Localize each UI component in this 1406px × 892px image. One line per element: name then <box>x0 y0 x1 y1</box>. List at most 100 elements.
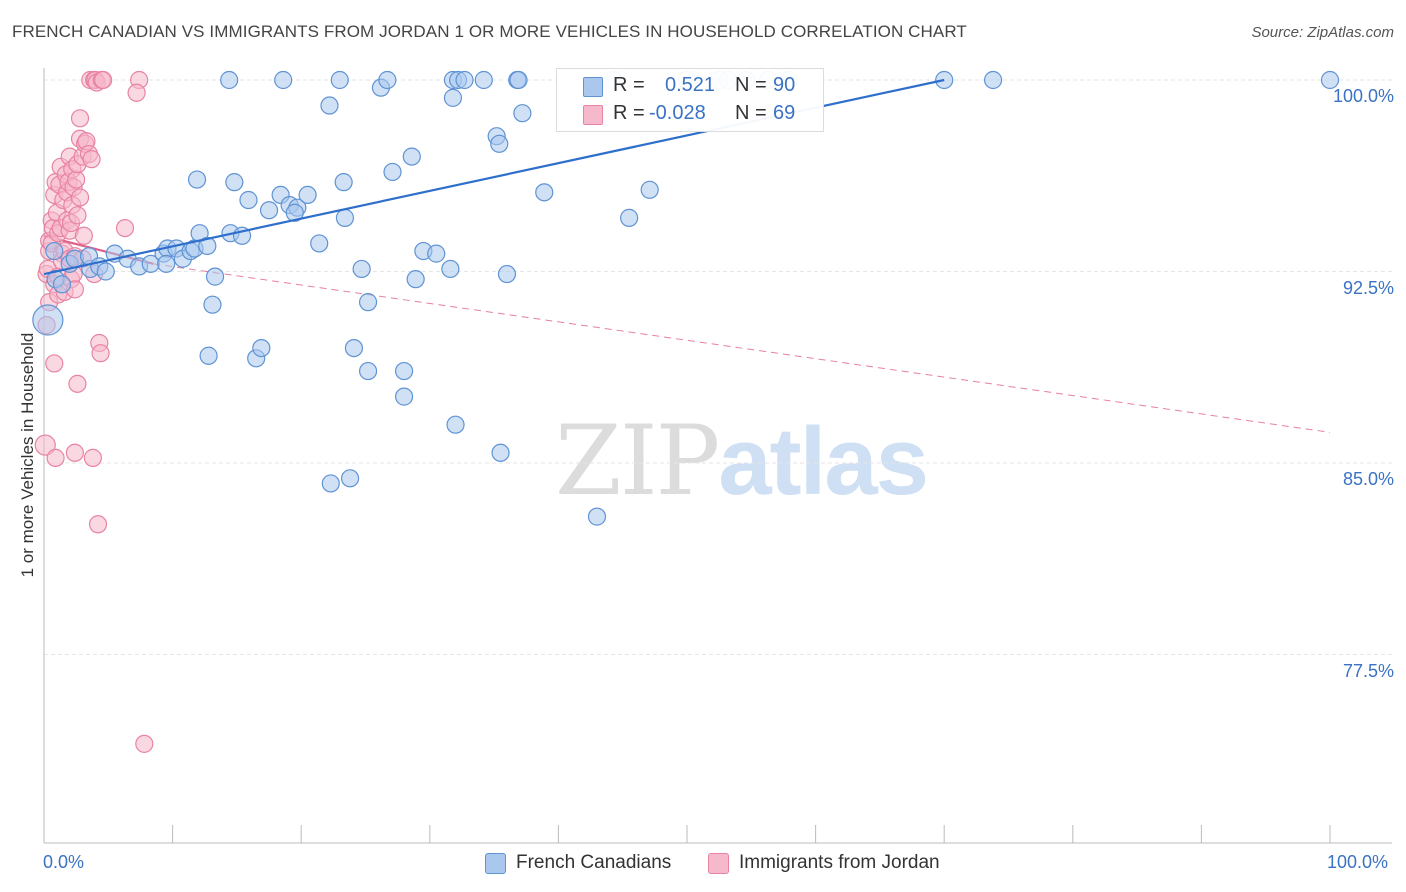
x-tick-label-100: 100.0% <box>1327 852 1389 872</box>
data-point <box>70 109 90 128</box>
y-tick-label-77-5: 77.5% <box>1342 660 1394 681</box>
data-point <box>383 162 402 182</box>
data-point <box>394 387 414 406</box>
data-point <box>983 70 1003 90</box>
data-point <box>344 339 364 358</box>
chart-title: FRENCH CANADIAN VS IMMIGRANTS FROM JORDA… <box>12 22 967 41</box>
axes <box>43 68 1392 844</box>
data-point <box>491 443 510 462</box>
data-point <box>32 304 64 336</box>
data-point <box>127 83 146 102</box>
data-point <box>94 70 113 90</box>
data-point <box>34 434 56 456</box>
data-point <box>358 361 378 381</box>
data-point <box>285 203 304 222</box>
legend-n-label: N = <box>735 74 767 96</box>
data-point <box>203 295 222 314</box>
data-point <box>46 448 65 467</box>
data-point <box>88 515 108 534</box>
data-point <box>187 170 207 189</box>
data-point <box>96 262 115 281</box>
source-label: Source: ZipAtlas.com <box>1251 24 1394 41</box>
data-point <box>497 264 517 284</box>
data-point <box>490 134 509 153</box>
data-point <box>74 226 93 245</box>
data-point <box>378 70 397 90</box>
data-point <box>334 173 353 192</box>
data-point <box>198 236 217 256</box>
trend-lines-jordan <box>43 234 1331 433</box>
legend-label: French Canadians <box>516 852 672 873</box>
y-tick-label-100: 100.0% <box>1332 86 1394 106</box>
data-point <box>402 147 421 166</box>
legend-n-value: 69 <box>773 102 796 124</box>
legend-swatch-pink <box>583 105 603 125</box>
data-point <box>68 374 87 393</box>
points-french-canadians <box>32 70 1340 526</box>
data-point <box>406 270 425 289</box>
data-point <box>320 96 339 115</box>
data-point <box>427 244 446 263</box>
data-point <box>509 70 528 90</box>
data-point <box>394 361 414 381</box>
data-point <box>67 170 86 189</box>
legend-r-label: R = <box>613 74 645 96</box>
legend-r-value: -0.028 <box>649 102 706 124</box>
watermark: ZIPatlas <box>555 405 929 517</box>
watermark-zip: ZIP <box>555 405 720 517</box>
data-point <box>330 70 349 90</box>
data-point <box>321 474 340 493</box>
legend-row-jordan: R = -0.028 N = 69 <box>557 100 823 128</box>
data-point <box>52 275 72 294</box>
legend-swatch-blue <box>583 77 603 97</box>
data-point <box>441 259 460 279</box>
data-point <box>205 267 225 286</box>
data-point <box>340 469 360 488</box>
grid-lines <box>44 79 1392 655</box>
y-tick-label-92-5: 92.5% <box>1342 277 1394 298</box>
y-tick-label-85: 85.0% <box>1342 469 1394 489</box>
data-point <box>135 734 154 753</box>
data-point <box>352 259 371 279</box>
data-point <box>310 234 329 253</box>
data-point <box>455 70 474 90</box>
data-point <box>259 201 279 220</box>
data-point <box>535 183 554 202</box>
data-point <box>474 70 493 90</box>
data-point <box>298 185 317 204</box>
legend-swatch-blue <box>485 853 506 874</box>
legend-r-label: R = <box>613 102 645 124</box>
data-point <box>443 88 463 107</box>
data-point <box>91 344 110 363</box>
data-point <box>513 104 532 123</box>
correlation-legend: R = 0.521 N = 90 R = -0.028 N = 69 <box>556 68 824 132</box>
data-point <box>274 70 293 90</box>
data-point <box>115 218 135 238</box>
trend-line-pink-dashed <box>153 263 1331 433</box>
x-tick-label-0: 0.0% <box>43 852 85 872</box>
legend-label: Immigrants from Jordan <box>739 852 940 873</box>
data-point <box>358 293 378 312</box>
data-point <box>83 448 102 467</box>
data-point <box>587 507 607 526</box>
legend-row-french-canadians: R = 0.521 N = 90 <box>557 72 823 100</box>
legend-n-value: 90 <box>773 74 796 96</box>
legend-swatch-pink <box>708 853 729 874</box>
data-point <box>157 254 176 273</box>
watermark-atlas: atlas <box>718 408 929 515</box>
data-point <box>45 241 64 261</box>
data-point <box>68 206 87 225</box>
data-point <box>335 208 355 227</box>
data-point <box>65 443 84 462</box>
legend-r-value: 0.521 <box>665 74 716 96</box>
data-point <box>82 150 101 169</box>
data-point <box>640 180 659 199</box>
legend-n-label: N = <box>735 102 767 124</box>
data-point <box>220 70 239 90</box>
data-point <box>239 190 258 210</box>
data-point <box>70 188 90 207</box>
data-point <box>252 339 271 358</box>
data-point <box>1320 70 1340 90</box>
data-point <box>225 173 244 192</box>
data-point <box>199 346 218 365</box>
